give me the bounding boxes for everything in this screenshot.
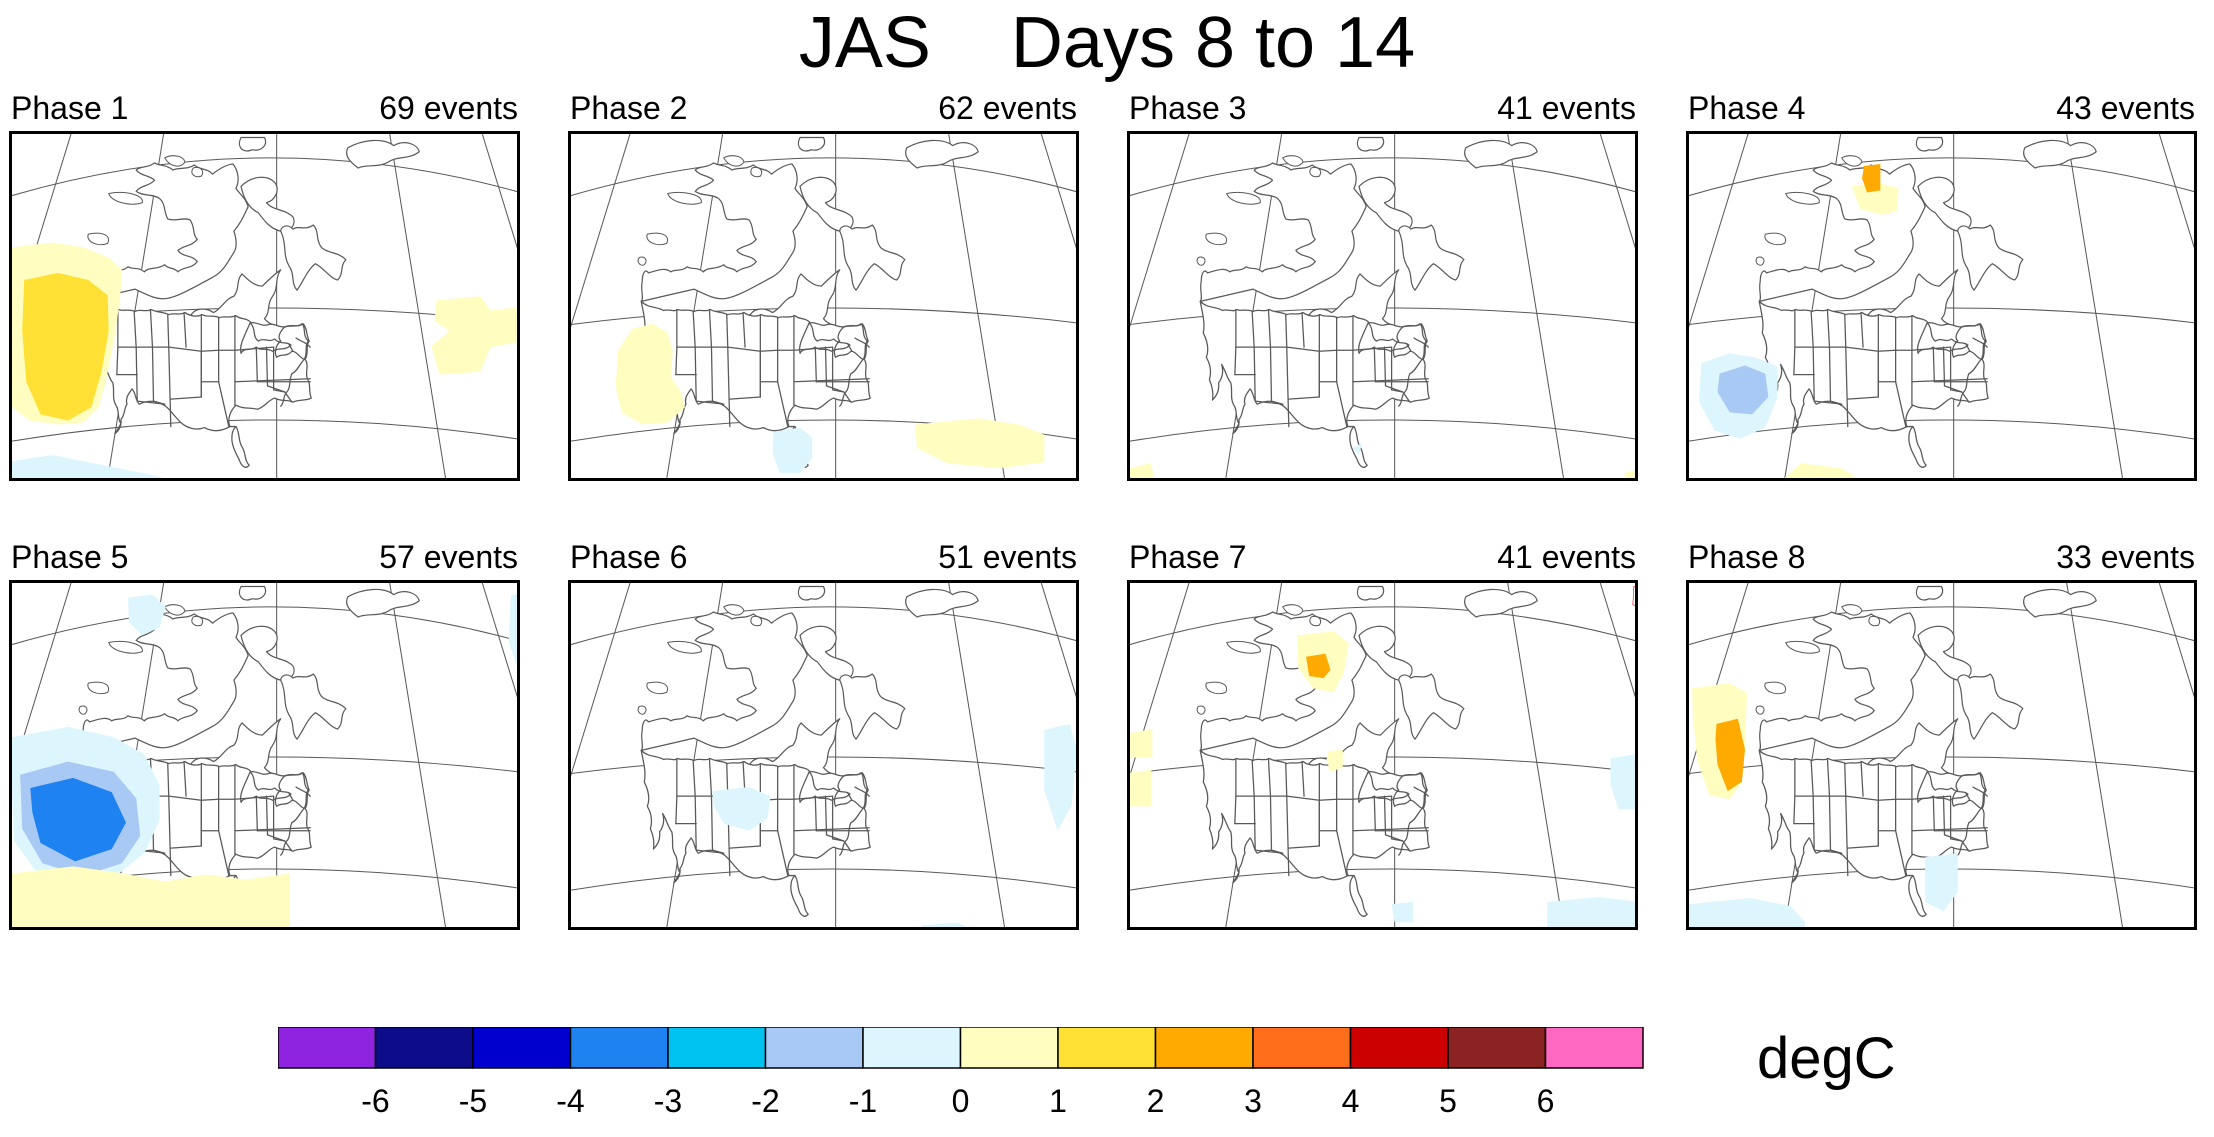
svg-text:6: 6 [1537,1083,1555,1119]
svg-text:-1: -1 [849,1083,877,1119]
svg-text:4: 4 [1342,1083,1360,1119]
svg-text:-5: -5 [459,1083,487,1119]
svg-text:1: 1 [1049,1083,1067,1119]
svg-text:5: 5 [1439,1083,1457,1119]
svg-text:-4: -4 [556,1083,584,1119]
svg-text:2: 2 [1147,1083,1165,1119]
svg-text:-6: -6 [361,1083,389,1119]
svg-text:-3: -3 [654,1083,682,1119]
svg-text:0: 0 [952,1083,970,1119]
svg-text:3: 3 [1244,1083,1262,1119]
svg-text:-2: -2 [751,1083,779,1119]
